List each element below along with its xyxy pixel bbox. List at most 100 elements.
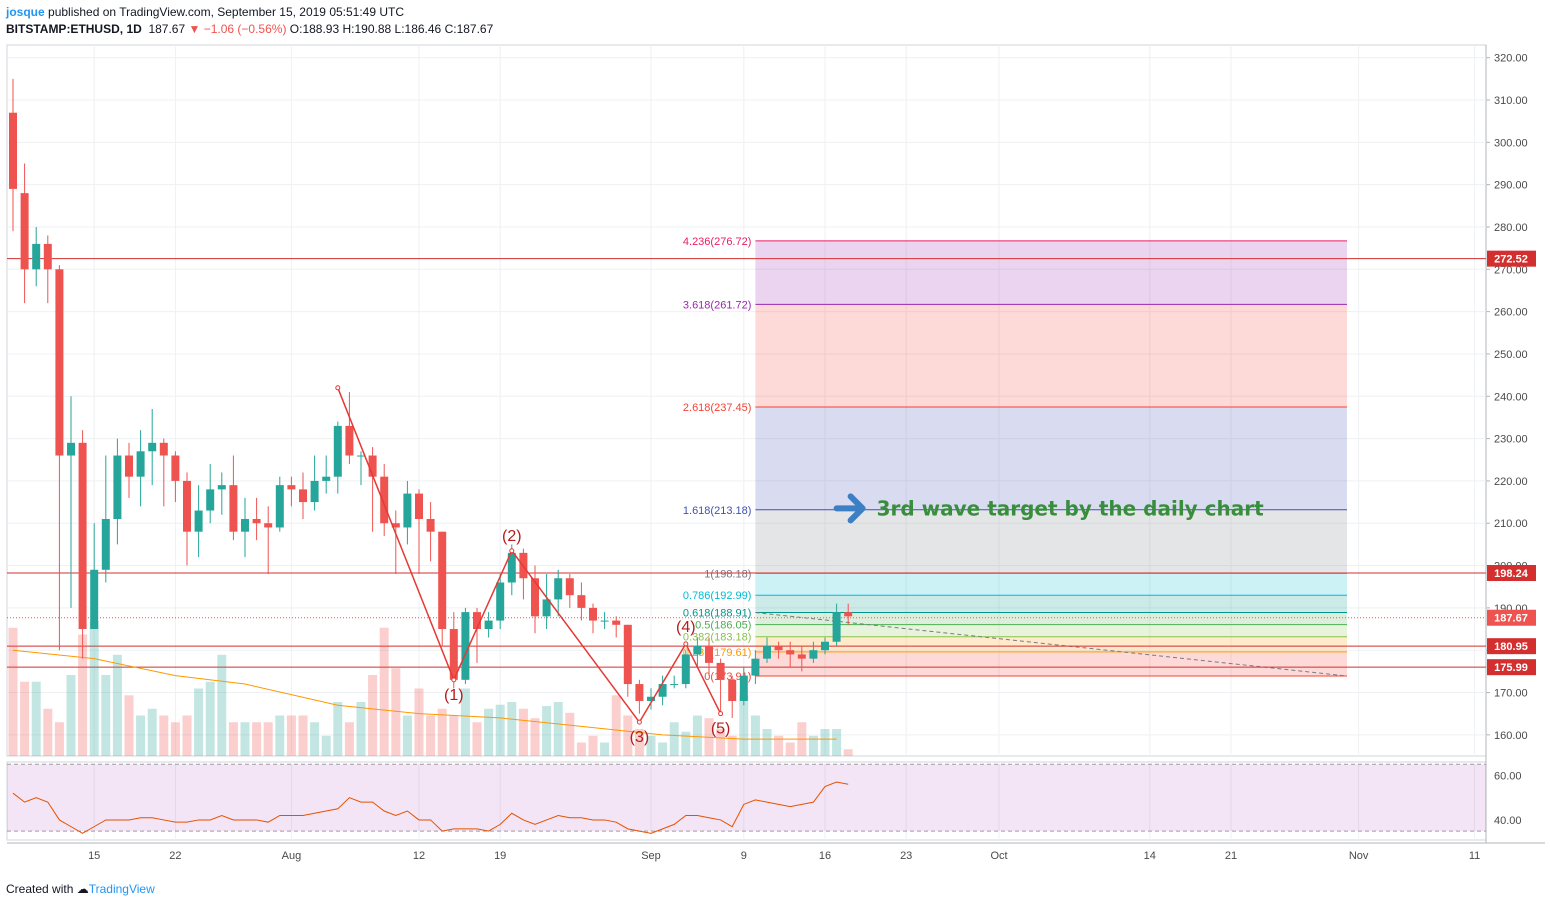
candle [797, 645, 806, 672]
candle-body [635, 684, 644, 701]
volume-bar [205, 681, 215, 756]
candle-body [565, 578, 574, 596]
candle [287, 476, 296, 507]
candle-body [183, 480, 191, 532]
volume-bar [321, 735, 331, 756]
last-price-tag-bg [1487, 609, 1536, 626]
volume-bar [623, 715, 633, 756]
candle [809, 641, 818, 663]
fib-level-label: 2.618(237.45) [683, 402, 752, 414]
price-change: ▼ −1.06 (−0.56%) [188, 22, 287, 36]
candle [78, 430, 87, 659]
price-tick-label: 170.00 [1494, 688, 1528, 700]
candle-body [658, 684, 667, 697]
volume-bar [43, 708, 53, 756]
tradingview-brand[interactable]: TradingView [88, 882, 155, 896]
author-name[interactable]: josque [6, 5, 45, 19]
candle [357, 451, 365, 486]
candle-body [821, 641, 829, 651]
fib-zone [755, 240, 1347, 305]
candle [43, 235, 52, 304]
volume-bar [124, 695, 134, 756]
candle-body [507, 552, 516, 583]
candle-body [90, 569, 99, 630]
volume-bar [785, 742, 795, 756]
volume-bar [78, 634, 88, 756]
level-price-tag-bg [1487, 565, 1536, 582]
candle-body [415, 493, 423, 519]
candle [310, 455, 319, 511]
fib-level-label: 0.786(192.99) [683, 590, 752, 602]
candle-body [438, 531, 447, 630]
volume-bar [600, 742, 610, 756]
level-price-tag: 175.99 [1494, 662, 1528, 674]
candle [67, 396, 75, 608]
fib-zone [755, 624, 1347, 637]
volume-bar [518, 708, 528, 756]
candle-body [554, 578, 563, 600]
volume-bar [634, 729, 644, 756]
time-tick-label: 16 [819, 850, 831, 862]
candle [739, 667, 748, 706]
candle-body [403, 493, 412, 528]
volume-bar [252, 722, 262, 756]
candle [20, 163, 29, 304]
candle-body [844, 612, 853, 617]
volume-bar [658, 742, 668, 756]
price-tick-label: 270.00 [1494, 264, 1528, 276]
time-tick-label: 19 [494, 850, 506, 862]
price-tick-label: 280.00 [1494, 222, 1528, 234]
candle [670, 675, 679, 689]
candle-body [113, 455, 122, 519]
candle-body [206, 489, 215, 511]
candle-body [786, 650, 795, 655]
volume-bar [368, 675, 378, 756]
candle [229, 455, 238, 541]
candle [380, 463, 389, 536]
level-price-tag: 198.24 [1494, 568, 1529, 580]
candle-body [751, 658, 760, 676]
symbol-label: BITSTAMP:ETHUSD, 1D [6, 22, 142, 36]
volume-bar [391, 668, 401, 756]
wave-label: (4) [676, 619, 696, 636]
candle [786, 641, 795, 668]
volume-bar [692, 715, 702, 756]
price-tick-label: 320.00 [1494, 53, 1528, 65]
candle-body [693, 645, 702, 655]
volume-bar [611, 695, 621, 756]
fib-zone [755, 407, 1347, 510]
candle-body [241, 519, 249, 532]
candle [183, 472, 191, 566]
fib-level-label: 1.618(213.18) [683, 505, 752, 517]
candle-body [380, 476, 389, 524]
fib-zone [755, 651, 1347, 676]
time-tick-label: 9 [741, 850, 747, 862]
candle-body [832, 612, 841, 642]
candle-body [391, 523, 400, 528]
candle [554, 569, 563, 617]
candle [426, 502, 435, 562]
candle [403, 480, 412, 545]
last-price-tag: 187.67 [1494, 613, 1528, 625]
candle-body [368, 455, 377, 477]
price-tick-label: 230.00 [1494, 434, 1528, 446]
candle-body [681, 654, 690, 685]
candle-body [275, 485, 284, 528]
candle [531, 565, 539, 634]
wave-label: (5) [711, 721, 731, 738]
time-tick-label: 14 [1144, 850, 1156, 862]
candle [542, 574, 551, 630]
candle [658, 675, 667, 706]
price-tick-label: 310.00 [1494, 95, 1528, 107]
candle-body [333, 425, 342, 477]
fib-zone [755, 595, 1347, 613]
candle [565, 574, 574, 608]
candle-body [287, 485, 296, 490]
arrow-head [847, 493, 866, 524]
candle [217, 472, 226, 515]
fib-zone [755, 573, 1347, 596]
volume-ma-line [12, 649, 837, 740]
volume-bar [750, 715, 760, 756]
candle-body [9, 112, 17, 189]
